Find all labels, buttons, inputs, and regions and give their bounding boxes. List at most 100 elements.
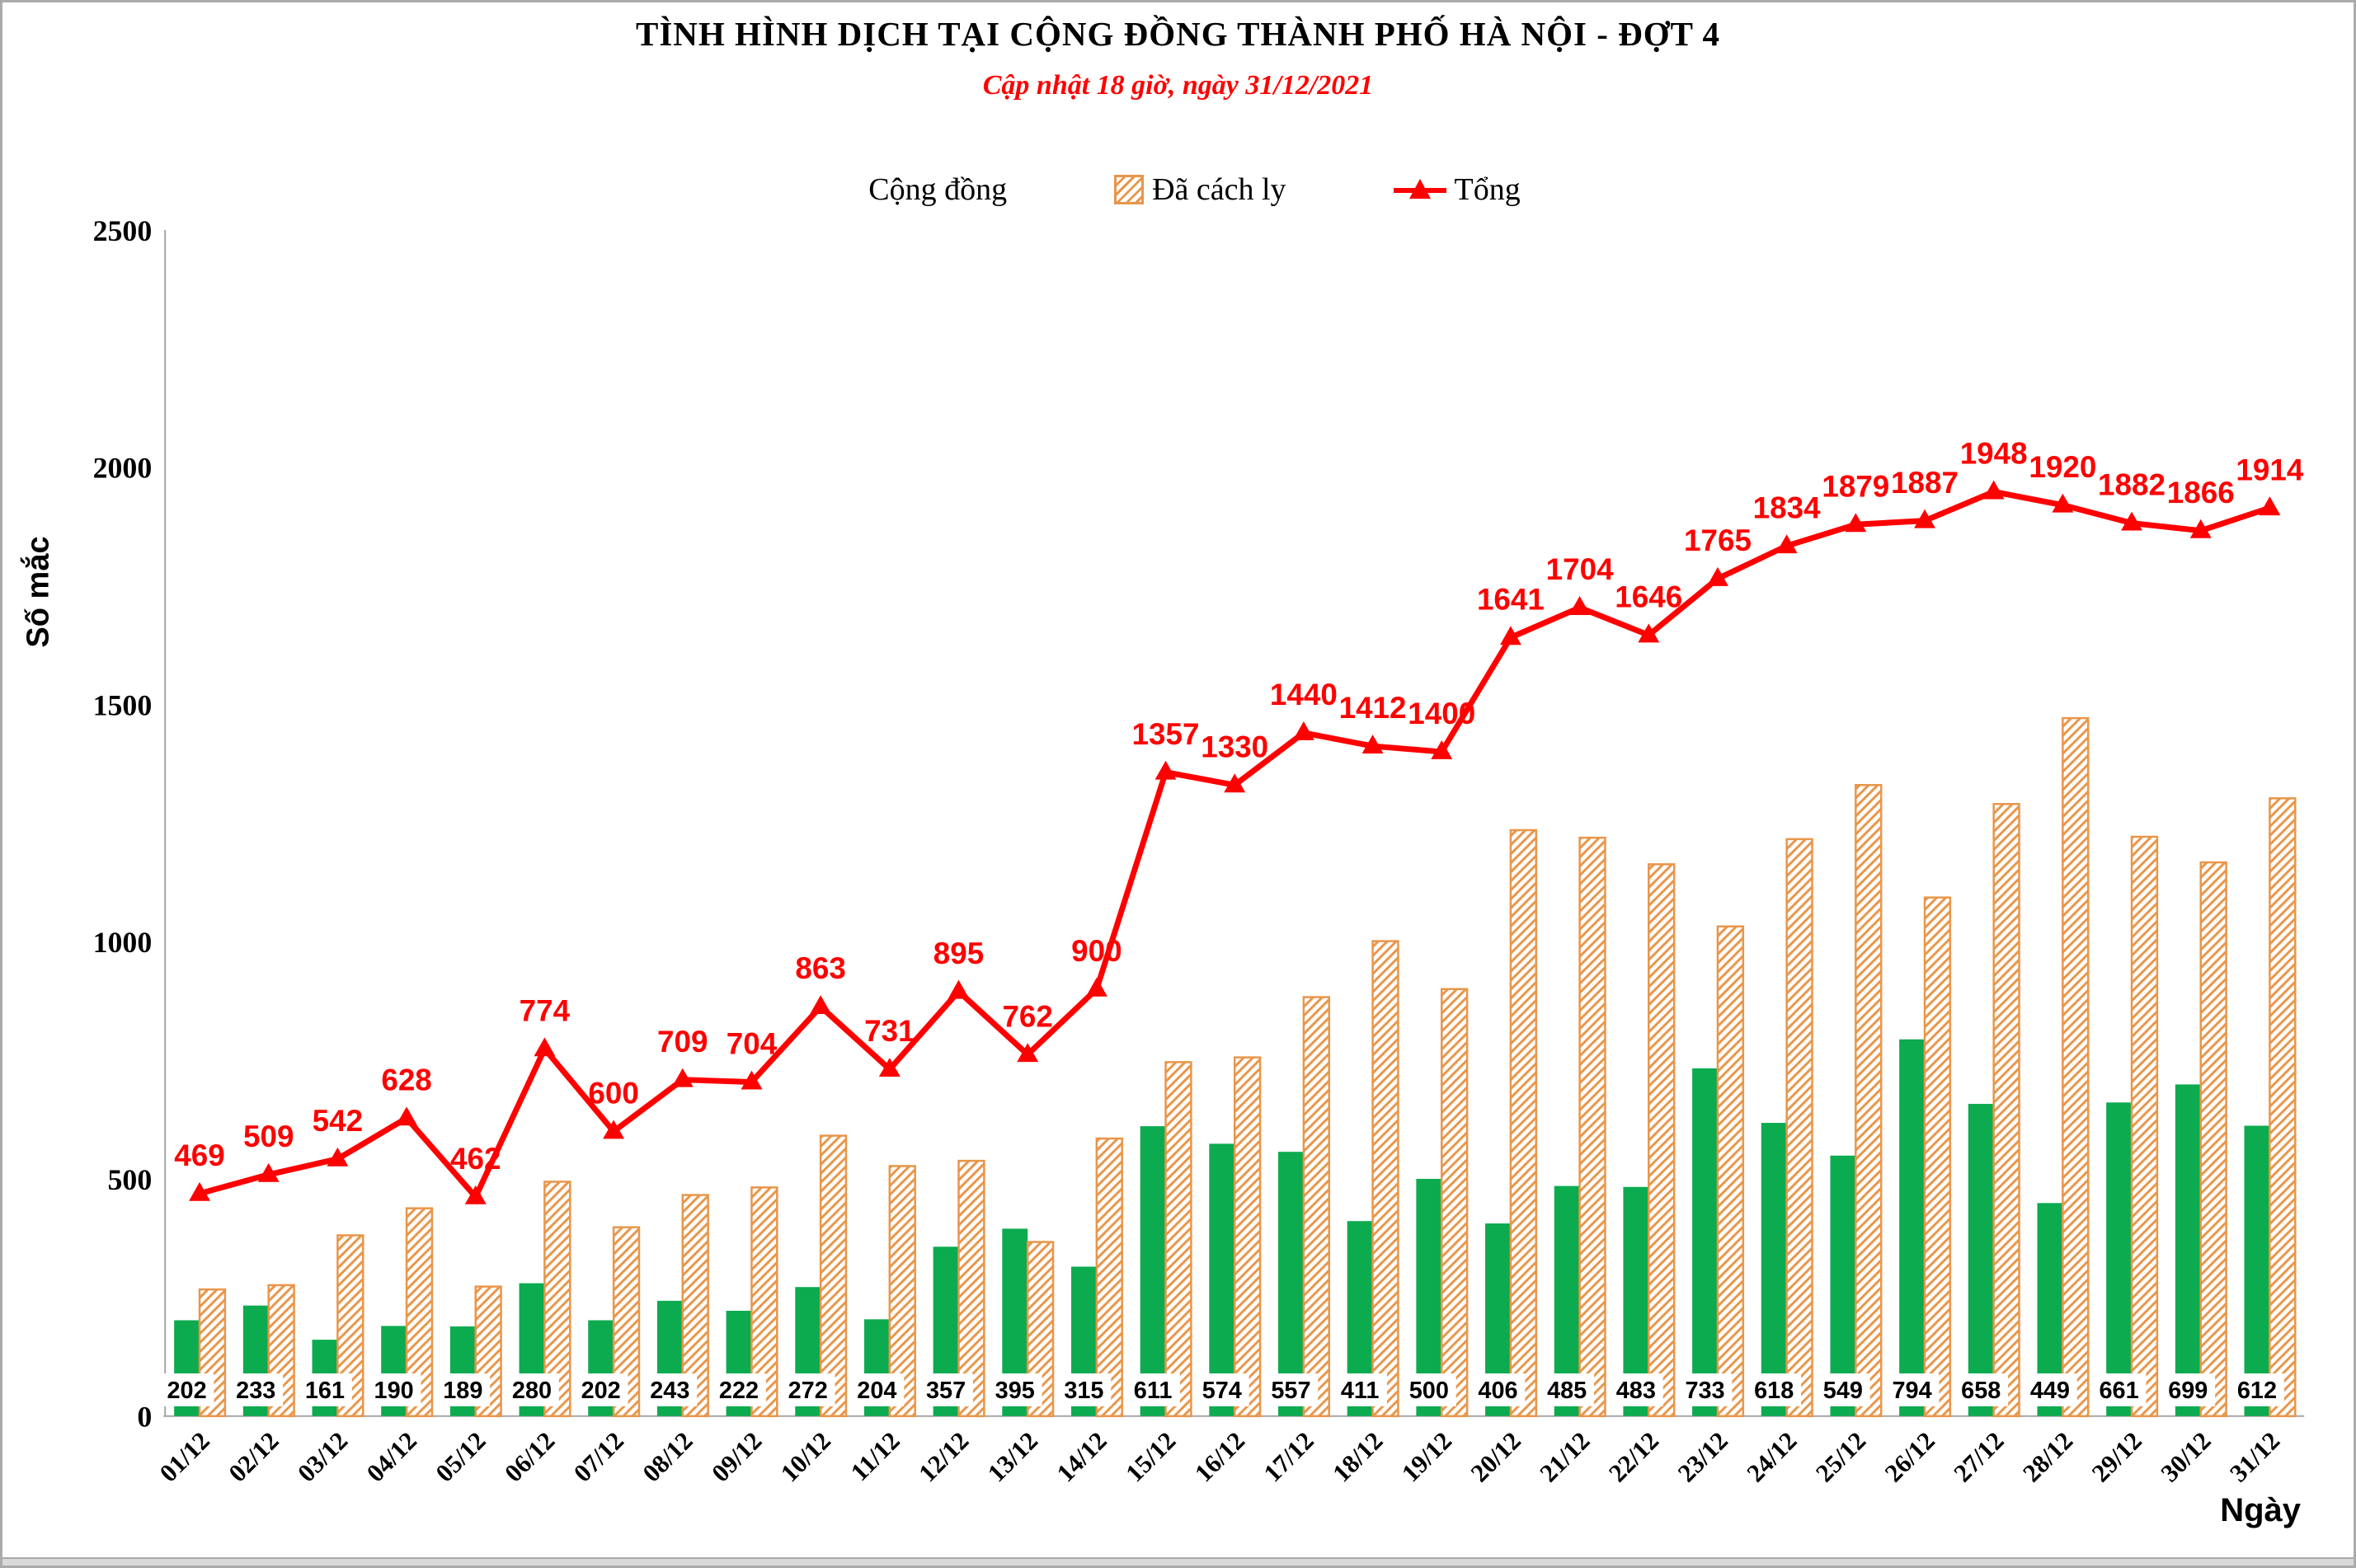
- data-label-cong-dong: 733: [1685, 1378, 1724, 1404]
- marker-tong-icon: [464, 1185, 487, 1204]
- data-label-tong: 1704: [1546, 552, 1614, 586]
- bar-da-cach-ly: [819, 1134, 848, 1418]
- data-label-tong: 1357: [1132, 717, 1200, 751]
- data-label-box: [1884, 1373, 1940, 1406]
- data-label-box: [1056, 1373, 1112, 1406]
- data-label-tong: 1948: [1960, 437, 2028, 471]
- legend-swatch-green-icon: [835, 177, 860, 202]
- bar-da-cach-ly: [1371, 940, 1399, 1418]
- data-label-cong-dong: 202: [581, 1378, 621, 1404]
- data-label-tong: 509: [243, 1120, 294, 1153]
- data-label-cong-dong: 574: [1202, 1378, 1242, 1404]
- data-label-box: [228, 1373, 284, 1406]
- data-label-box: [1470, 1373, 1526, 1406]
- bar-da-cach-ly: [1578, 836, 1606, 1418]
- marker-tong-icon: [1361, 735, 1384, 754]
- data-label-cong-dong: 357: [926, 1378, 966, 1404]
- data-label-cong-dong: 243: [650, 1378, 689, 1404]
- x-tick-label: 21/12: [1535, 1427, 1596, 1488]
- bar-cong-dong: [1899, 1039, 1925, 1416]
- x-axis-title: Ngày: [2220, 1492, 2301, 1528]
- marker-tong-icon: [1224, 773, 1246, 793]
- x-tick-label: 26/12: [1879, 1427, 1940, 1488]
- bar-cong-dong: [1830, 1155, 1856, 1416]
- marker-tong-icon: [810, 995, 832, 1015]
- data-label-box: [1954, 1373, 2009, 1406]
- marker-tong-icon: [1775, 534, 1798, 554]
- bar-cong-dong: [2244, 1125, 2270, 1416]
- x-tick-label: 19/12: [1396, 1427, 1457, 1488]
- marker-tong-icon: [2052, 493, 2074, 513]
- data-label-tong: 1412: [1339, 691, 1407, 725]
- x-tick-label: 31/12: [2225, 1427, 2286, 1488]
- data-label-tong: 709: [657, 1025, 708, 1059]
- bar-cong-dong: [1140, 1126, 1166, 1416]
- data-label-cong-dong: 280: [512, 1378, 552, 1404]
- data-label-tong: 863: [795, 951, 845, 985]
- legend-label: Tổng: [1454, 172, 1521, 207]
- chart-title: TÌNH HÌNH DỊCH TẠI CỘNG ĐỒNG THÀNH PHỐ H…: [635, 15, 1721, 53]
- x-tick-label: 13/12: [982, 1427, 1043, 1488]
- data-label-cong-dong: 272: [788, 1378, 828, 1404]
- legend-item-da-cach-ly: Đã cách ly: [1114, 171, 1286, 208]
- data-label-tong: 895: [933, 937, 984, 970]
- x-tick-label: 10/12: [775, 1427, 836, 1488]
- data-label-cong-dong: 204: [857, 1378, 896, 1404]
- bar-da-cach-ly: [1992, 803, 2020, 1418]
- data-label-tong: 1920: [2029, 450, 2096, 484]
- y-tick-label: 2000: [93, 452, 153, 485]
- y-tick-label: 0: [137, 1401, 152, 1434]
- data-label-box: [435, 1373, 491, 1406]
- marker-tong-icon: [1431, 740, 1453, 759]
- x-tick-label: 14/12: [1051, 1427, 1112, 1488]
- data-label-tong: 600: [588, 1077, 638, 1110]
- marker-tong-icon: [1568, 596, 1591, 615]
- marker-tong-icon: [2189, 519, 2212, 538]
- data-label-box: [2091, 1373, 2147, 1406]
- marker-tong-icon: [327, 1147, 349, 1167]
- data-label-cong-dong: 483: [1616, 1378, 1656, 1404]
- data-label-tong: 469: [174, 1138, 224, 1172]
- data-label-cong-dong: 449: [2030, 1378, 2070, 1404]
- data-label-tong: 1834: [1753, 491, 1821, 524]
- data-label-tong: 1866: [2167, 476, 2235, 509]
- data-label-cong-dong: 618: [1754, 1378, 1794, 1404]
- y-tick-label: 1500: [93, 688, 153, 721]
- marker-tong-icon: [189, 1181, 210, 1201]
- x-tick-label: 22/12: [1603, 1427, 1664, 1488]
- data-label-tong: 704: [727, 1027, 778, 1061]
- data-label-box: [1194, 1373, 1249, 1406]
- bar-da-cach-ly: [1785, 838, 1813, 1418]
- data-label-box: [1401, 1373, 1456, 1406]
- bar-da-cach-ly: [1164, 1061, 1192, 1418]
- marker-tong-icon: [1707, 566, 1728, 586]
- data-label-tong: 1646: [1615, 580, 1682, 614]
- data-label-tong: 1440: [1270, 678, 1338, 711]
- data-label-box: [919, 1373, 973, 1406]
- data-label-cong-dong: 500: [1409, 1378, 1449, 1404]
- legend-swatch-hatch-icon: [1114, 175, 1145, 204]
- marker-tong-icon: [257, 1162, 280, 1182]
- data-label-tong: 628: [381, 1063, 431, 1096]
- data-label-cong-dong: 794: [1892, 1378, 1931, 1404]
- data-label-cong-dong: 658: [1961, 1378, 2001, 1404]
- data-label-tong: 1882: [2098, 468, 2166, 502]
- data-label-tong: 462: [450, 1142, 501, 1176]
- data-label-tong: 1914: [2236, 453, 2303, 486]
- legend-line-marker-icon: [1393, 179, 1446, 199]
- data-label-cong-dong: 411: [1341, 1378, 1380, 1404]
- data-label-cong-dong: 611: [1134, 1378, 1173, 1404]
- bar-da-cach-ly: [2199, 861, 2227, 1418]
- bar-da-cach-ly: [2062, 716, 2090, 1418]
- x-tick-label: 23/12: [1672, 1427, 1733, 1488]
- data-label-box: [505, 1373, 559, 1406]
- bar-cong-dong: [1968, 1104, 1994, 1416]
- data-label-box: [1608, 1373, 1663, 1406]
- data-label-box: [1816, 1373, 1870, 1406]
- marker-tong-icon: [1292, 721, 1314, 740]
- x-tick-label: 17/12: [1258, 1427, 1319, 1488]
- data-label-tong: 1879: [1822, 469, 1889, 503]
- legend-item-tong: Tổng: [1393, 171, 1521, 208]
- data-label-cong-dong: 315: [1064, 1378, 1103, 1404]
- bar-cong-dong: [1209, 1143, 1235, 1416]
